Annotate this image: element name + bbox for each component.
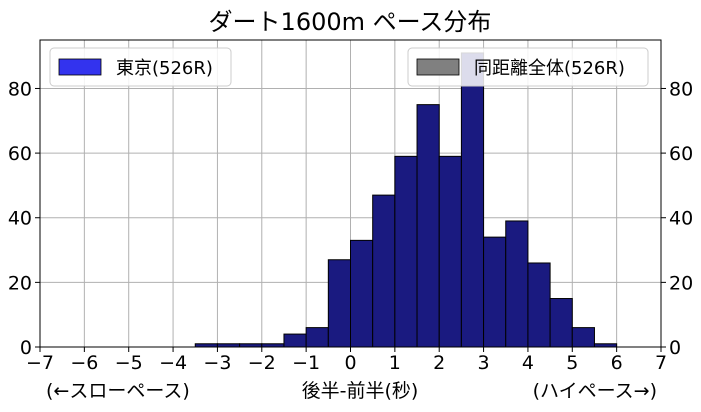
x-tick-label: −1 xyxy=(292,352,320,374)
x-tick-label: −6 xyxy=(70,352,98,374)
histogram-bar xyxy=(505,220,529,348)
histogram-bar xyxy=(438,155,462,348)
x-axis-label-high-pace: (ハイペース→) xyxy=(533,380,657,402)
legend-box-overall xyxy=(407,47,649,87)
y-tick-label-left: 20 xyxy=(8,272,32,294)
y-tick-label-left: 40 xyxy=(8,208,32,230)
histogram-bar xyxy=(549,298,573,348)
legend-swatch-tokyo xyxy=(58,58,102,76)
x-tick-label: 5 xyxy=(566,352,578,374)
y-tick-label-right: 60 xyxy=(669,143,693,165)
x-tick-label: 6 xyxy=(611,352,623,374)
histogram-bar xyxy=(327,259,352,348)
x-axis-label-slow-pace: (←スローペース) xyxy=(46,380,190,402)
x-tick-label: −3 xyxy=(203,352,231,374)
x-tick-label: −5 xyxy=(115,352,143,374)
histogram-bars xyxy=(194,52,618,348)
y-tick-label-left: 60 xyxy=(8,143,32,165)
x-axis-label: 後半-前半(秒) xyxy=(302,380,419,402)
y-tick-label-right: 20 xyxy=(669,272,693,294)
x-tick-label: 0 xyxy=(344,352,356,374)
x-tick-label: 1 xyxy=(389,352,401,374)
legend-tokyo: 東京(526R) xyxy=(49,47,232,87)
histogram-bar xyxy=(372,194,396,348)
x-tick-label: 7 xyxy=(655,352,667,374)
histogram-bar xyxy=(305,327,329,348)
y-tick-label-left: 0 xyxy=(20,337,32,359)
legend-box-tokyo xyxy=(49,47,232,87)
y-tick-label-right: 80 xyxy=(669,78,693,100)
histogram-bar xyxy=(283,333,307,348)
x-tick-label: −2 xyxy=(248,352,276,374)
legend-label-overall: 同距離全体(526R) xyxy=(474,58,625,79)
histogram-bar xyxy=(483,236,507,348)
x-tick-label: −7 xyxy=(26,352,54,374)
legend-overall: 同距離全体(526R) xyxy=(407,47,649,87)
y-tick-label-left: 80 xyxy=(8,78,32,100)
legend-swatch-overall xyxy=(416,58,460,76)
x-tick-label: 4 xyxy=(522,352,534,374)
histogram-bar xyxy=(571,327,595,348)
x-tick-label: 2 xyxy=(433,352,445,374)
histogram-bar xyxy=(416,104,440,348)
y-tick-label-right: 40 xyxy=(669,208,693,230)
histogram-bar xyxy=(350,239,374,348)
legend-label-tokyo: 東京(526R) xyxy=(116,58,213,79)
x-tick-label: 3 xyxy=(478,352,490,374)
histogram-bar xyxy=(460,52,485,348)
y-tick-label-right: 0 xyxy=(669,337,681,359)
chart-title: ダート1600m ペース分布 xyxy=(209,8,492,36)
histogram-bar xyxy=(394,155,418,348)
histogram-bar xyxy=(527,262,551,348)
x-tick-label: −4 xyxy=(159,352,187,374)
